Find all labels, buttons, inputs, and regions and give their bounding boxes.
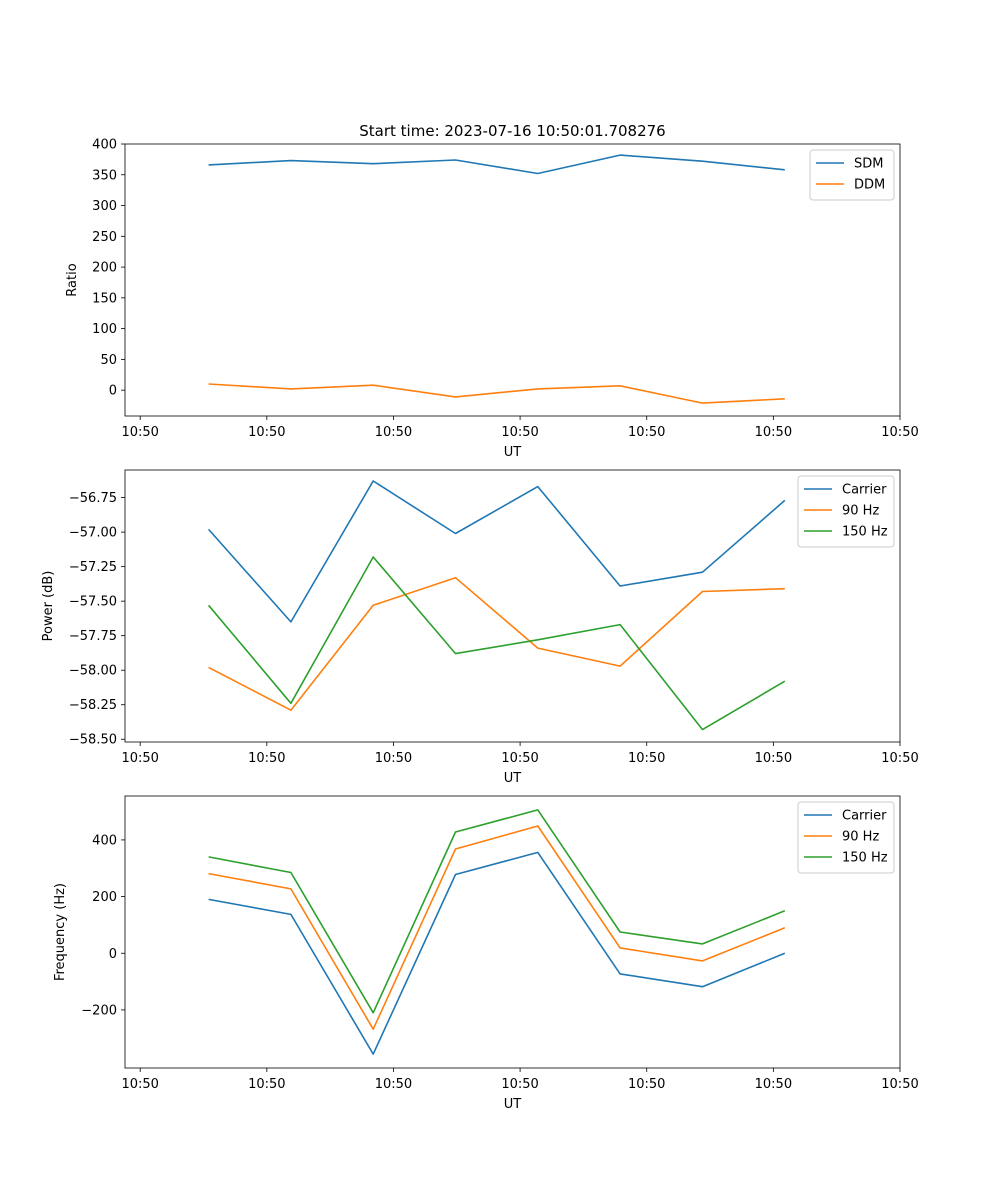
x-axis-label: UT xyxy=(504,771,522,786)
x-tick-label: 10:50 xyxy=(248,751,285,766)
legend: Carrier 90 Hz 150 Hz xyxy=(797,801,895,874)
y-tick-label: 100 xyxy=(92,322,117,337)
y-axis-label: Ratio xyxy=(65,263,80,296)
legend-label-90-hz: 90 Hz xyxy=(842,504,879,519)
y-tick-label: 150 xyxy=(92,291,117,306)
y-tick-label: −57.75 xyxy=(69,629,117,644)
axes-frame xyxy=(124,143,901,417)
legend-box xyxy=(797,801,895,874)
x-tick-label: 10:50 xyxy=(248,1077,285,1092)
y-tick-label: 50 xyxy=(100,353,117,368)
legend-label-ddm: DDM xyxy=(854,178,885,193)
x-tick-label: 10:50 xyxy=(755,425,792,440)
x-axis-label: UT xyxy=(504,1097,522,1112)
x-tick-label: 10:50 xyxy=(121,425,158,440)
x-tick-label: 10:50 xyxy=(501,751,538,766)
y-tick-label: −58.50 xyxy=(69,733,117,748)
y-tick-label: 400 xyxy=(92,833,117,848)
x-tick-label: 10:50 xyxy=(755,1077,792,1092)
x-axis-label: UT xyxy=(504,445,522,460)
legend-box xyxy=(797,475,895,548)
axes-frame xyxy=(124,795,901,1069)
series-line-90-hz xyxy=(208,825,786,1030)
x-tick-label: 10:50 xyxy=(375,1077,412,1092)
y-tick-label: −200 xyxy=(81,1003,117,1018)
y-tick-label: −58.00 xyxy=(69,664,117,679)
legend-label-sdm: SDM xyxy=(854,157,883,172)
x-tick-label: 10:50 xyxy=(881,1077,918,1092)
x-tick-label: 10:50 xyxy=(375,751,412,766)
x-tick-label: 10:50 xyxy=(121,1077,158,1092)
y-tick-label: −57.25 xyxy=(69,560,117,575)
legend-label-carrier: Carrier xyxy=(842,483,887,498)
series-line-carrier xyxy=(208,480,786,623)
legend-label-150-hz: 150 Hz xyxy=(842,851,888,866)
y-tick-label: 300 xyxy=(92,199,117,214)
y-tick-label: 200 xyxy=(92,890,117,905)
frequency-panel: 10:5010:5010:5010:5010:5010:5010:5010:51… xyxy=(53,795,919,1112)
y-tick-label: 0 xyxy=(109,384,117,399)
series-line-ddm xyxy=(208,383,785,404)
x-tick-label: 10:50 xyxy=(628,425,665,440)
series-line-150-hz xyxy=(208,809,786,1014)
x-tick-label: 10:50 xyxy=(501,425,538,440)
legend-label-150-hz: 150 Hz xyxy=(842,525,888,540)
y-axis-label: Power (dB) xyxy=(41,571,56,642)
y-tick-label: 0 xyxy=(109,947,117,962)
legend: SDM DDM xyxy=(809,149,895,201)
y-tick-label: 350 xyxy=(92,168,117,183)
legend-label-90-hz: 90 Hz xyxy=(842,830,879,845)
x-tick-label: 10:50 xyxy=(501,1077,538,1092)
y-tick-label: 200 xyxy=(92,261,117,276)
figure-title: Start time: 2023-07-16 10:50:01.708276 xyxy=(359,122,665,140)
x-tick-label: 10:50 xyxy=(755,751,792,766)
x-tick-label: 10:50 xyxy=(121,751,158,766)
y-tick-label: −58.25 xyxy=(69,698,117,713)
axes-frame xyxy=(124,469,901,743)
x-tick-label: 10:50 xyxy=(881,751,918,766)
power-panel: 10:5010:5010:5010:5010:5010:5010:5010:51… xyxy=(41,469,919,786)
legend: Carrier 90 Hz 150 Hz xyxy=(797,475,895,548)
series-line-carrier xyxy=(208,851,786,1055)
y-tick-label: 400 xyxy=(92,138,117,153)
ratio-panel: 10:5010:5010:5010:5010:5010:5010:5010:51… xyxy=(65,138,919,461)
y-axis-label: Frequency (Hz) xyxy=(53,883,68,981)
legend-label-carrier: Carrier xyxy=(842,809,887,824)
x-tick-label: 10:50 xyxy=(881,425,918,440)
y-tick-label: −56.75 xyxy=(69,491,117,506)
y-tick-label: −57.50 xyxy=(69,595,117,610)
x-tick-label: 10:50 xyxy=(375,425,412,440)
series-line-150-hz xyxy=(207,556,786,731)
series-line-90-hz xyxy=(208,576,785,712)
x-tick-label: 10:50 xyxy=(248,425,285,440)
y-tick-label: 250 xyxy=(92,230,117,245)
x-tick-label: 10:50 xyxy=(628,751,665,766)
series-line-sdm xyxy=(208,154,785,175)
x-tick-label: 10:50 xyxy=(628,1077,665,1092)
y-tick-label: −57.00 xyxy=(69,526,117,541)
